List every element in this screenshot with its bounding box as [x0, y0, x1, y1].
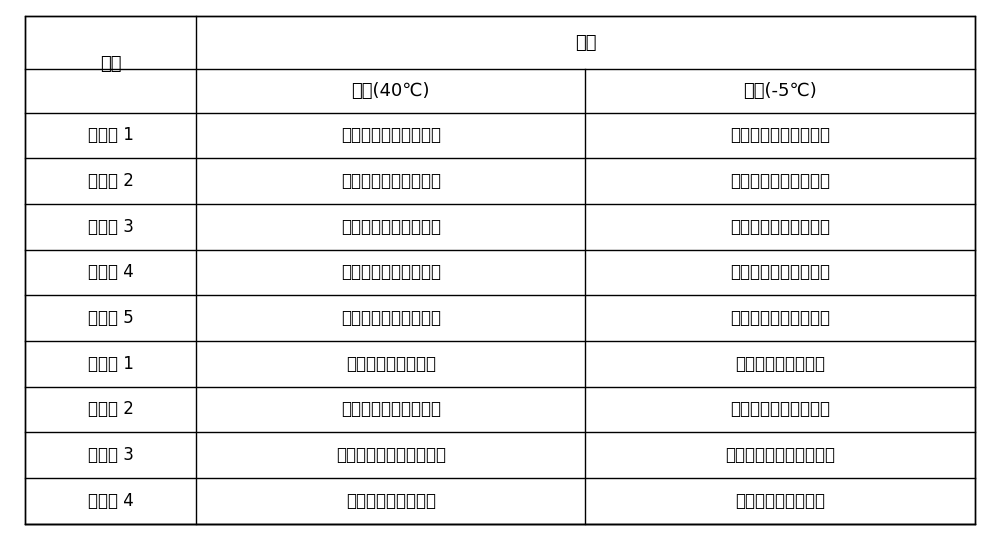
Text: 对比例 3: 对比例 3 [88, 446, 133, 464]
Text: 外观: 外观 [575, 34, 596, 52]
Text: 微浊，无浑浊沉淀产生: 微浊，无浑浊沉淀产生 [730, 401, 830, 418]
Text: 高温(40℃): 高温(40℃) [351, 82, 430, 100]
Text: 实施例 3: 实施例 3 [88, 217, 133, 236]
Text: 组别: 组别 [100, 55, 121, 74]
Text: 低温(-5℃): 低温(-5℃) [743, 82, 817, 100]
Text: 澄清，无浑浊沉淀产生: 澄清，无浑浊沉淀产生 [730, 309, 830, 327]
Text: 实施例 2: 实施例 2 [88, 172, 133, 190]
Text: 微浊，无浑浊沉淀产生: 微浊，无浑浊沉淀产生 [341, 401, 441, 418]
Text: 澄清，无浑浊沉淀产生: 澄清，无浑浊沉淀产生 [341, 172, 441, 190]
Text: 澄清，无浑浊沉淀产生: 澄清，无浑浊沉淀产生 [341, 263, 441, 281]
Text: 对比例 2: 对比例 2 [88, 401, 133, 418]
Text: 澄清，无浑浊沉淀产生: 澄清，无浑浊沉淀产生 [730, 263, 830, 281]
Text: 浑浊，浑浊沉淀产生: 浑浊，浑浊沉淀产生 [346, 355, 436, 373]
Text: 实施例 1: 实施例 1 [88, 126, 133, 144]
Text: 浑浊，浑浊沉淀产生: 浑浊，浑浊沉淀产生 [735, 492, 825, 510]
Text: 浑浊，浑浊沉淀产生: 浑浊，浑浊沉淀产生 [346, 492, 436, 510]
Text: 澄清，无浑浊沉淀产生: 澄清，无浑浊沉淀产生 [730, 217, 830, 236]
Text: 澄清，无浑浊沉淀产生: 澄清，无浑浊沉淀产生 [341, 126, 441, 144]
Text: 微浊，微量浑浊沉淀产生: 微浊，微量浑浊沉淀产生 [336, 446, 446, 464]
Text: 实施例 4: 实施例 4 [88, 263, 133, 281]
Text: 微浊，微量浑浊沉淀产生: 微浊，微量浑浊沉淀产生 [725, 446, 835, 464]
Text: 对比例 4: 对比例 4 [88, 492, 133, 510]
Text: 澄清，无浑浊沉淀产生: 澄清，无浑浊沉淀产生 [730, 172, 830, 190]
Text: 浑浊，浑浊沉淀产生: 浑浊，浑浊沉淀产生 [735, 355, 825, 373]
Text: 对比例 1: 对比例 1 [88, 355, 133, 373]
Text: 澄清，无浑浊沉淀产生: 澄清，无浑浊沉淀产生 [341, 217, 441, 236]
Text: 澄清，无浑浊沉淀产生: 澄清，无浑浊沉淀产生 [730, 126, 830, 144]
Text: 实施例 5: 实施例 5 [88, 309, 133, 327]
Text: 澄清，无浑浊沉淀产生: 澄清，无浑浊沉淀产生 [341, 309, 441, 327]
